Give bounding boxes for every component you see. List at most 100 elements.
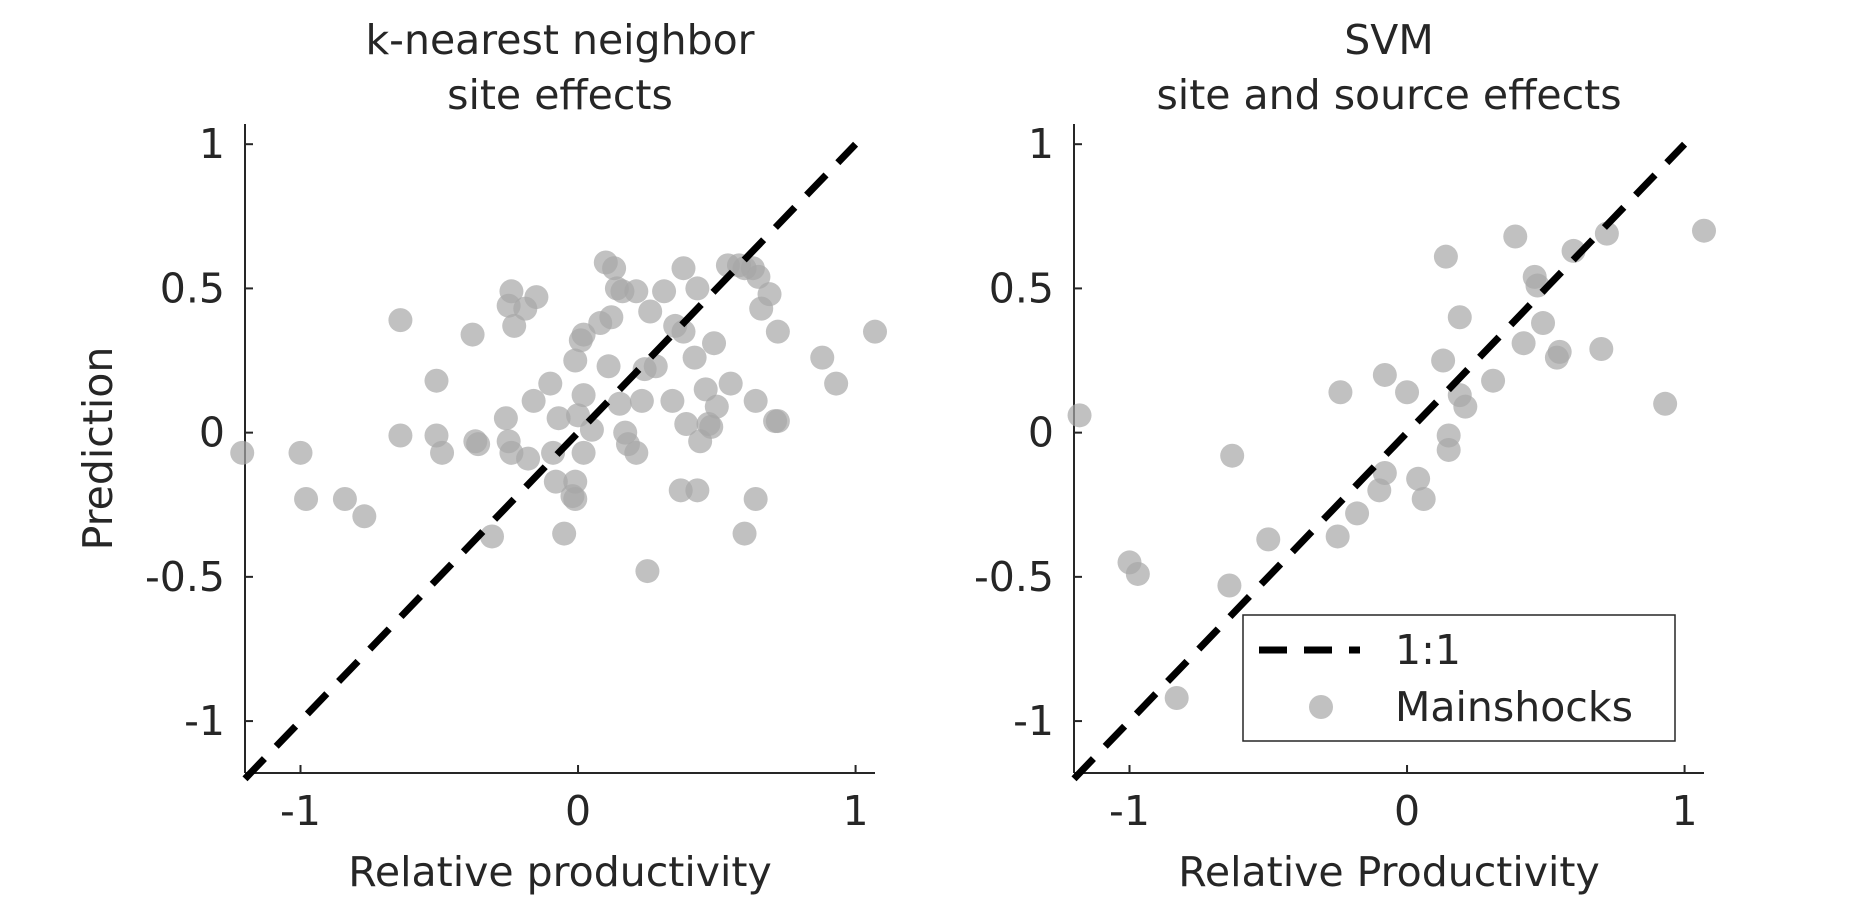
data-point <box>660 388 685 413</box>
data-point <box>1531 311 1556 336</box>
data-point <box>1436 423 1461 448</box>
data-point <box>635 559 660 584</box>
data-point <box>499 279 524 304</box>
data-point <box>288 440 313 465</box>
one-to-one-line <box>242 141 859 782</box>
data-point <box>1406 466 1431 491</box>
data-point <box>1067 403 1092 428</box>
x-tick-label: 1 <box>843 787 869 835</box>
data-point <box>638 299 663 324</box>
data-point <box>502 313 527 338</box>
data-point <box>1220 443 1245 468</box>
data-point <box>546 406 571 431</box>
data-point <box>1345 501 1370 526</box>
data-point <box>718 371 743 396</box>
data-point <box>1372 362 1397 387</box>
data-point <box>493 406 518 431</box>
data-point <box>1431 348 1456 373</box>
data-point <box>516 446 541 471</box>
x-tick-label: -1 <box>1109 787 1150 835</box>
data-point <box>1372 461 1397 486</box>
chart-title-line: site and source effects <box>1156 71 1621 119</box>
data-point <box>1325 524 1350 549</box>
data-point <box>571 322 596 347</box>
data-point <box>460 322 485 347</box>
data-point <box>685 276 710 301</box>
data-point <box>743 486 768 511</box>
data-point <box>1503 224 1528 249</box>
x-tick-label: 1 <box>1672 787 1698 835</box>
data-point <box>571 383 596 408</box>
y-tick-label: -1 <box>1013 697 1054 745</box>
y-tick-label: 0 <box>1028 409 1054 457</box>
data-point <box>599 305 624 330</box>
data-point <box>388 423 413 448</box>
data-point <box>693 377 718 402</box>
y-tick-label: 1 <box>199 120 225 168</box>
data-point <box>1547 339 1572 364</box>
data-point <box>643 354 668 379</box>
data-point <box>541 440 566 465</box>
data-point <box>704 394 729 419</box>
data-point <box>746 264 771 289</box>
data-point <box>596 354 621 379</box>
data-point <box>732 521 757 546</box>
data-point <box>810 345 835 370</box>
x-tick-label: -1 <box>280 787 321 835</box>
x-tick-label: 0 <box>565 787 591 835</box>
data-point <box>624 279 649 304</box>
svm-panel: SVM site and source effects -1 -0.5 0 0.5 1 -1 0… <box>974 16 1716 896</box>
data-point <box>1164 686 1189 711</box>
data-point <box>1328 380 1353 405</box>
data-point <box>1511 331 1536 356</box>
data-point <box>563 348 588 373</box>
chart-title-line: SVM <box>1344 16 1433 64</box>
data-point <box>863 319 887 344</box>
data-point <box>674 411 699 436</box>
data-point <box>543 469 568 494</box>
knn-panel: k-nearest neighbor site effects -1 -0.5 0 0.5… <box>74 16 887 896</box>
data-point <box>430 440 455 465</box>
legend-label: 1:1 <box>1395 626 1461 674</box>
data-point <box>682 345 707 370</box>
data-point <box>466 432 491 457</box>
legend: 1:1 Mainshocks <box>1242 614 1676 742</box>
data-point <box>1594 221 1619 246</box>
x-axis-label: Relative productivity <box>348 848 771 896</box>
data-point <box>652 279 677 304</box>
chart-title-line: k-nearest neighbor <box>365 16 754 64</box>
data-point <box>1453 394 1478 419</box>
data-point <box>1653 391 1678 416</box>
data-point <box>1395 380 1420 405</box>
data-point <box>563 469 588 494</box>
data-point <box>699 414 724 439</box>
data-point <box>1256 527 1281 552</box>
data-point <box>624 440 649 465</box>
data-point <box>332 486 357 511</box>
data-point <box>757 282 782 307</box>
data-point <box>294 486 319 511</box>
data-point <box>1481 368 1506 393</box>
legend-label: Mainshocks <box>1395 683 1633 731</box>
y-axis-label: Prediction <box>74 347 122 551</box>
y-tick-label: 0 <box>199 409 225 457</box>
data-point <box>480 524 505 549</box>
y-tick-label: -1 <box>184 697 225 745</box>
y-tick-label: -0.5 <box>974 553 1054 601</box>
data-point <box>671 319 696 344</box>
data-point <box>524 285 549 310</box>
y-tick-label: 0.5 <box>989 264 1054 312</box>
x-tick-label: 0 <box>1394 787 1420 835</box>
legend-circle-marker <box>1309 695 1333 719</box>
data-point <box>1411 486 1436 511</box>
one-to-one-line <box>1071 141 1688 782</box>
data-point <box>352 504 377 529</box>
legend-box <box>1242 614 1676 742</box>
data-point <box>230 440 255 465</box>
data-point <box>1447 305 1472 330</box>
data-point <box>538 371 563 396</box>
data-point <box>743 388 768 413</box>
y-tick-label: -0.5 <box>145 553 225 601</box>
data-point <box>765 409 790 434</box>
